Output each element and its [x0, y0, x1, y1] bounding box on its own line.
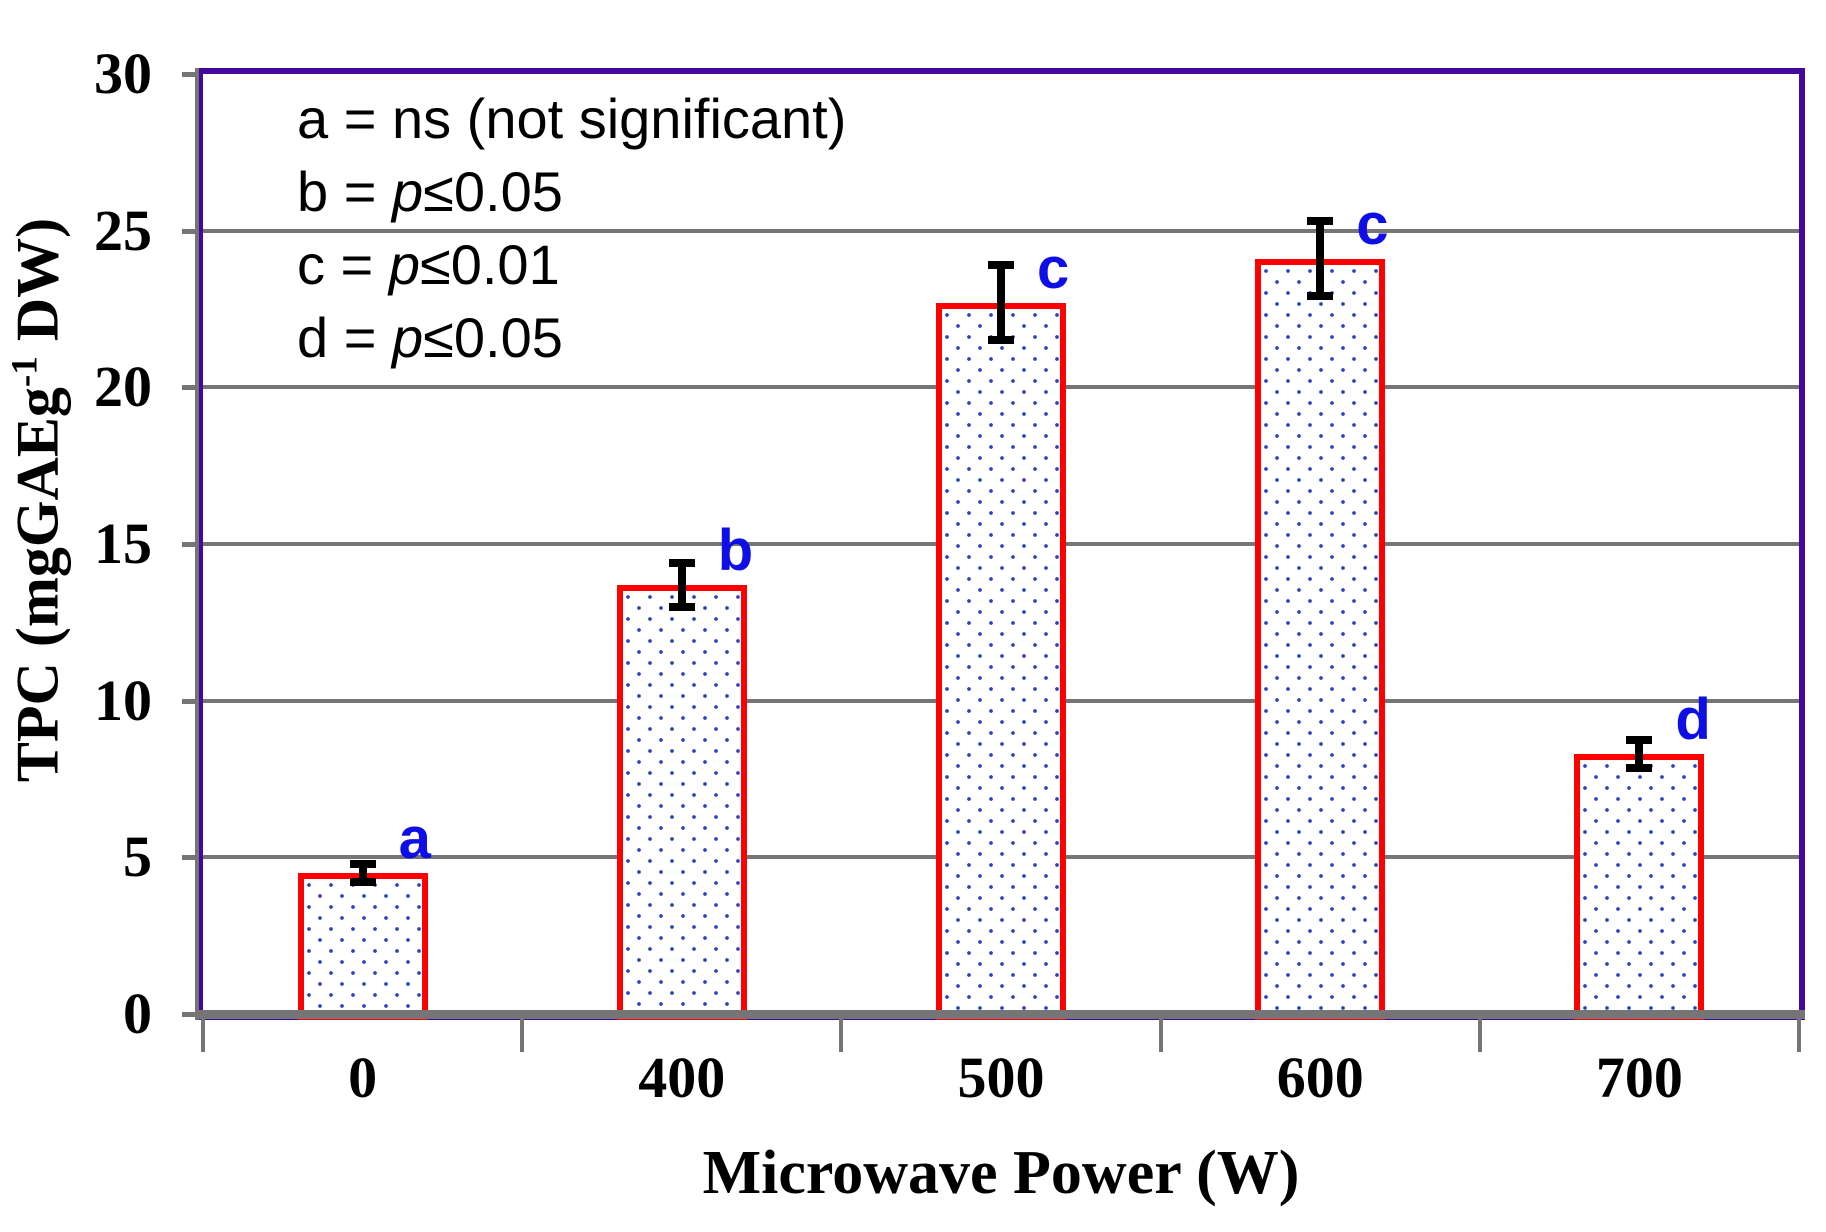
- error-bar-line-500w: [997, 265, 1005, 341]
- legend-line-3-text: c =: [297, 233, 389, 296]
- bar-400w: [616, 584, 747, 1020]
- x-tick-label-400: 400: [638, 1045, 726, 1110]
- significance-letter-c-500w: c: [1037, 235, 1070, 301]
- y-axis-tick-10: [182, 698, 199, 704]
- legend-line-4-threshold: ≤0.05: [423, 306, 563, 369]
- legend-line-3-p-symbol: p: [388, 233, 420, 296]
- x-axis-tick-3: [1158, 1016, 1163, 1052]
- error-bar-line-700w: [1635, 739, 1644, 769]
- y-tick-label-15: 15: [94, 511, 152, 576]
- y-tick-label-20: 20: [94, 354, 152, 420]
- bar-700w: [1574, 753, 1705, 1020]
- legend-line-3: c = p≤0.01: [297, 228, 846, 301]
- error-bar-line-600w: [1316, 221, 1325, 297]
- error-bar-cap-top-700w: [1626, 735, 1653, 744]
- x-axis-title: Microwave Power (W): [702, 1139, 1300, 1207]
- significance-letter-b-400w: b: [717, 517, 754, 583]
- y-axis-tick-30: [182, 72, 199, 77]
- error-bar-cap-top-600w: [1307, 217, 1334, 226]
- y-axis-title-superscript: -1: [4, 356, 46, 388]
- y-axis-tick-20: [182, 385, 199, 391]
- y-tick-label-10: 10: [94, 667, 152, 733]
- y-axis-title-text: TPC (mgGAEg: [4, 387, 71, 783]
- legend-line-4-text: d =: [297, 306, 392, 369]
- x-axis-tick-0: [201, 1016, 205, 1052]
- error-bar-cap-bottom-600w: [1307, 292, 1334, 301]
- legend-line-2-threshold: ≤0.05: [423, 160, 563, 223]
- bar-500w: [936, 302, 1066, 1020]
- x-tick-label-600: 600: [1276, 1045, 1364, 1110]
- bar-600w: [1255, 258, 1386, 1020]
- legend-line-4: d = p≤0.05: [297, 301, 846, 374]
- y-tick-label-5: 5: [123, 824, 152, 890]
- y-axis-tick-0: [182, 1012, 199, 1017]
- legend-line-4-p-symbol: p: [391, 306, 424, 369]
- error-bar-cap-top-500w: [988, 261, 1014, 270]
- legend-line-2-text: b =: [297, 160, 392, 223]
- x-axis-tick-5: [1797, 1016, 1801, 1052]
- y-axis-title-unit: DW): [4, 217, 71, 357]
- y-tick-label-25: 25: [94, 197, 152, 263]
- significance-letter-d-700w: d: [1675, 686, 1711, 752]
- error-bar-cap-bottom-500w: [988, 336, 1014, 345]
- x-axis-line: [197, 1010, 1805, 1019]
- error-bar-cap-bottom-400w: [668, 602, 695, 611]
- y-tick-label-30: 30: [94, 41, 152, 106]
- y-axis-title: TPC (mgGAEg-1 DW): [4, 218, 73, 782]
- legend-line-3-threshold: ≤0.01: [419, 233, 560, 296]
- error-bar-line-400w: [677, 562, 686, 607]
- bar-0w: [297, 873, 428, 1020]
- significance-letter-c-600w: c: [1356, 191, 1389, 257]
- x-tick-label-500: 500: [957, 1045, 1045, 1110]
- y-tick-label-0: 0: [123, 981, 152, 1046]
- significance-legend: a = ns (not significant) b = p≤0.05 c = p≤…: [297, 82, 846, 374]
- error-bar-cap-bottom-700w: [1626, 764, 1653, 773]
- y-axis-tick-5: [182, 855, 199, 861]
- gridline-y25: [203, 228, 1799, 233]
- x-axis-tick-2: [839, 1016, 844, 1052]
- error-bar-cap-bottom-0w: [349, 878, 376, 887]
- significance-letter-a-0w: a: [398, 806, 431, 871]
- error-bar-cap-top-0w: [349, 859, 376, 868]
- x-axis-tick-4: [1477, 1016, 1482, 1052]
- error-bar-cap-top-400w: [668, 558, 695, 567]
- legend-line-2: b = p≤0.05: [297, 155, 846, 228]
- y-axis-tick-25: [182, 228, 199, 234]
- legend-line-1: a = ns (not significant): [297, 82, 846, 155]
- x-axis-tick-1: [520, 1016, 525, 1052]
- x-tick-label-700: 700: [1595, 1045, 1683, 1110]
- legend-line-2-p-symbol: p: [391, 160, 424, 223]
- legend-line-1-text: a = ns (not significant): [297, 87, 847, 150]
- error-bar-line-0w: [358, 863, 367, 883]
- y-axis-tick-15: [182, 542, 199, 547]
- x-tick-label-0: 0: [348, 1045, 378, 1110]
